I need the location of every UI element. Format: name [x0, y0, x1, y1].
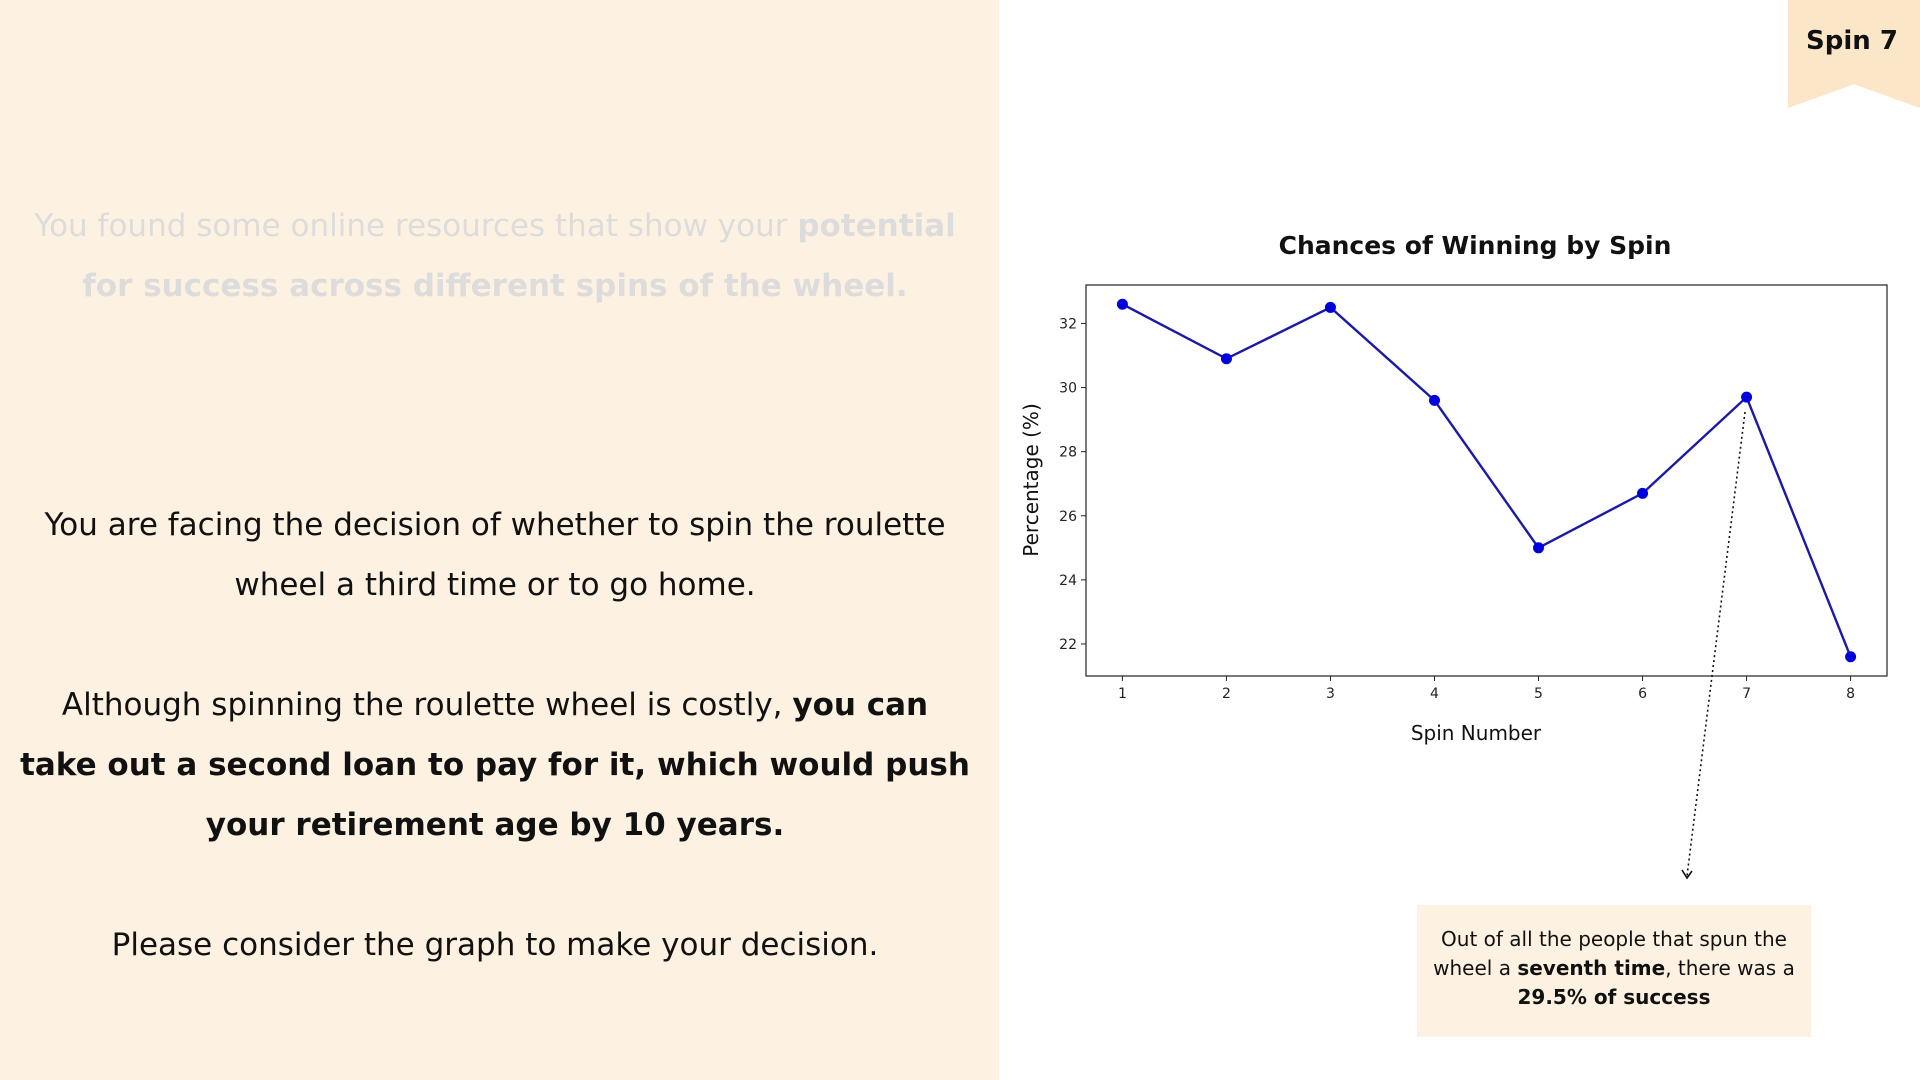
x-tick-label: 3	[1326, 686, 1335, 702]
axis-ticks: 1 2 3 4 5 6 7 8 22 24 26 28 30 32	[1059, 316, 1855, 702]
spin-tag: Spin 7	[1788, 0, 1920, 108]
decision-block: You are facing the decision of whether t…	[20, 495, 970, 975]
intro-plain: You found some online resources that sho…	[34, 208, 798, 244]
x-tick-label: 8	[1846, 686, 1855, 702]
series-line-group	[1116, 298, 1857, 663]
x-tick-label: 1	[1118, 686, 1127, 702]
y-tick-label: 32	[1059, 316, 1077, 332]
data-point	[1116, 298, 1128, 310]
intro-text: You found some online resources that sho…	[30, 196, 960, 316]
x-tick-label: 5	[1534, 686, 1543, 702]
consider-paragraph: Please consider the graph to make your d…	[111, 927, 879, 963]
annotation-box: Out of all the people that spun the whee…	[1417, 905, 1811, 1037]
data-point	[1845, 651, 1857, 663]
y-tick-label: 28	[1059, 445, 1077, 461]
plot-frame	[1085, 284, 1888, 677]
left-panel: You found some online resources that sho…	[0, 0, 999, 1080]
annotation-part2: , there was a	[1665, 956, 1795, 980]
intro-bold: potential for success across different s…	[82, 208, 956, 304]
x-axis-label: Spin Number	[1411, 721, 1542, 745]
decision-paragraph: You are facing the decision of whether t…	[44, 507, 946, 603]
x-tick-label: 7	[1742, 686, 1751, 702]
x-tick-label: 2	[1222, 686, 1231, 702]
series-line	[1121, 303, 1852, 658]
loan-plain: Although spinning the roulette wheel is …	[61, 687, 793, 723]
y-axis-label: Percentage (%)	[1019, 403, 1043, 556]
y-tick-label: 26	[1059, 509, 1077, 525]
loan-bold: you can take out a second loan to pay fo…	[20, 687, 970, 843]
arrow-head	[1681, 869, 1693, 880]
chart: Chances of Winning by Spin Spin Number P…	[1019, 231, 1888, 880]
annotation-part1: Out of all the people that spun the whee…	[1433, 927, 1787, 980]
x-tick-label: 4	[1430, 686, 1439, 702]
loan-paragraph: Although spinning the roulette wheel is …	[20, 675, 970, 855]
data-point	[1428, 394, 1440, 406]
annotation-text: Out of all the people that spun the whee…	[1427, 925, 1801, 1012]
y-tick-label: 22	[1059, 637, 1077, 653]
x-tick-label: 6	[1638, 686, 1647, 702]
chart-title: Chances of Winning by Spin	[1279, 231, 1672, 260]
data-point	[1220, 353, 1232, 365]
y-tick-label: 30	[1059, 381, 1077, 397]
data-point	[1533, 542, 1545, 554]
data-point	[1637, 487, 1649, 499]
annotation-bold2: 29.5% of success	[1517, 985, 1711, 1009]
data-point	[1741, 391, 1753, 403]
annotation-bold1: seventh time	[1517, 956, 1666, 980]
spin-tag-label: Spin 7	[1806, 26, 1898, 56]
data-point	[1324, 301, 1336, 313]
y-tick-label: 24	[1059, 573, 1077, 589]
